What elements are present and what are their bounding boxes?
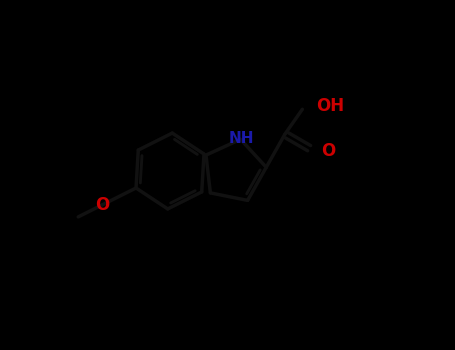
Text: O: O: [321, 142, 335, 160]
Text: O: O: [95, 196, 109, 214]
Text: NH: NH: [229, 131, 254, 146]
Text: OH: OH: [316, 97, 344, 115]
